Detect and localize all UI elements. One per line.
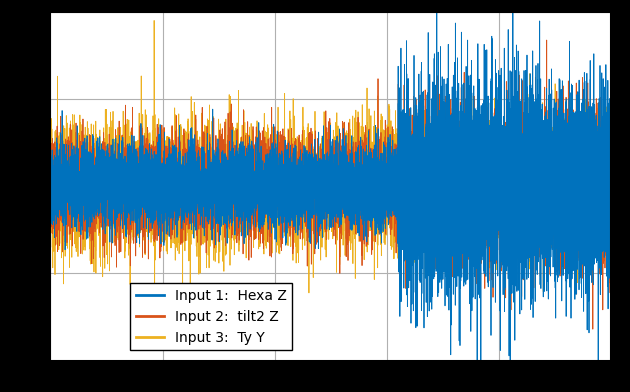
Input 2:  tilt2 Z: (1e+04, -1.38): tilt2 Z: (1e+04, -1.38) xyxy=(607,244,615,249)
Input 2:  tilt2 Z: (8.85e+03, 3.35): tilt2 Z: (8.85e+03, 3.35) xyxy=(543,38,551,42)
Input 2:  tilt2 Z: (9.67e+03, -3.28): tilt2 Z: (9.67e+03, -3.28) xyxy=(589,327,597,332)
Input 3:  Ty Y: (598, -0.159): Ty Y: (598, -0.159) xyxy=(80,191,88,196)
Input 2:  tilt2 Z: (598, 0.158): tilt2 Z: (598, 0.158) xyxy=(80,177,88,181)
Input 1:  Hexa Z: (9.77e+03, -4.71): Hexa Z: (9.77e+03, -4.71) xyxy=(595,389,602,392)
Input 1:  Hexa Z: (1e+04, 0.773): Hexa Z: (1e+04, 0.773) xyxy=(607,150,615,155)
Legend: Input 1:  Hexa Z, Input 2:  tilt2 Z, Input 3:  Ty Y: Input 1: Hexa Z, Input 2: tilt2 Z, Input… xyxy=(130,283,292,350)
Input 2:  tilt2 Z: (45, 0.0661): tilt2 Z: (45, 0.0661) xyxy=(49,181,57,186)
Input 2:  tilt2 Z: (9.47e+03, -0.873): tilt2 Z: (9.47e+03, -0.873) xyxy=(578,222,585,227)
Input 1:  Hexa Z: (4.89e+03, 0.102): Hexa Z: (4.89e+03, 0.102) xyxy=(321,180,328,184)
Input 3:  Ty Y: (1.85e+03, 3.8): Ty Y: (1.85e+03, 3.8) xyxy=(151,18,158,23)
Input 2:  tilt2 Z: (1.96e+03, 0.00981): tilt2 Z: (1.96e+03, 0.00981) xyxy=(156,183,164,188)
Input 1:  Hexa Z: (45, -0.324): Hexa Z: (45, -0.324) xyxy=(49,198,57,203)
Input 1:  Hexa Z: (0, 0.224): Hexa Z: (0, 0.224) xyxy=(47,174,54,179)
Input 3:  Ty Y: (0, 0.244): Ty Y: (0, 0.244) xyxy=(47,173,54,178)
Input 1:  Hexa Z: (9.47e+03, 0.495): Hexa Z: (9.47e+03, 0.495) xyxy=(578,162,585,167)
Input 3:  Ty Y: (9.47e+03, 0.494): Ty Y: (9.47e+03, 0.494) xyxy=(578,162,585,167)
Input 1:  Hexa Z: (414, 0.15): Hexa Z: (414, 0.15) xyxy=(70,177,77,182)
Input 2:  tilt2 Z: (4.89e+03, 0.716): tilt2 Z: (4.89e+03, 0.716) xyxy=(321,152,328,157)
Input 3:  Ty Y: (414, -0.636): Ty Y: (414, -0.636) xyxy=(70,212,77,216)
Input 2:  tilt2 Z: (0, -0.373): tilt2 Z: (0, -0.373) xyxy=(47,200,54,205)
Input 3:  Ty Y: (1.86e+03, -3.6): Ty Y: (1.86e+03, -3.6) xyxy=(151,341,158,346)
Line: Input 2:  tilt2 Z: Input 2: tilt2 Z xyxy=(50,40,611,329)
Line: Input 1:  Hexa Z: Input 1: Hexa Z xyxy=(50,2,611,392)
Line: Input 3:  Ty Y: Input 3: Ty Y xyxy=(50,20,611,343)
Input 3:  Ty Y: (1.96e+03, -0.000858): Ty Y: (1.96e+03, -0.000858) xyxy=(157,184,164,189)
Input 2:  tilt2 Z: (414, 0.00197): tilt2 Z: (414, 0.00197) xyxy=(70,184,77,189)
Input 1:  Hexa Z: (598, -0.2): Hexa Z: (598, -0.2) xyxy=(80,192,88,197)
Input 3:  Ty Y: (45, 0.664): Ty Y: (45, 0.664) xyxy=(49,155,57,160)
Input 1:  Hexa Z: (6.89e+03, 4.23): Hexa Z: (6.89e+03, 4.23) xyxy=(433,0,440,4)
Input 3:  Ty Y: (4.89e+03, -0.499): Ty Y: (4.89e+03, -0.499) xyxy=(321,206,328,211)
Input 1:  Hexa Z: (1.96e+03, -0.0247): Hexa Z: (1.96e+03, -0.0247) xyxy=(156,185,164,190)
Input 3:  Ty Y: (1e+04, -0.16): Ty Y: (1e+04, -0.16) xyxy=(607,191,615,196)
